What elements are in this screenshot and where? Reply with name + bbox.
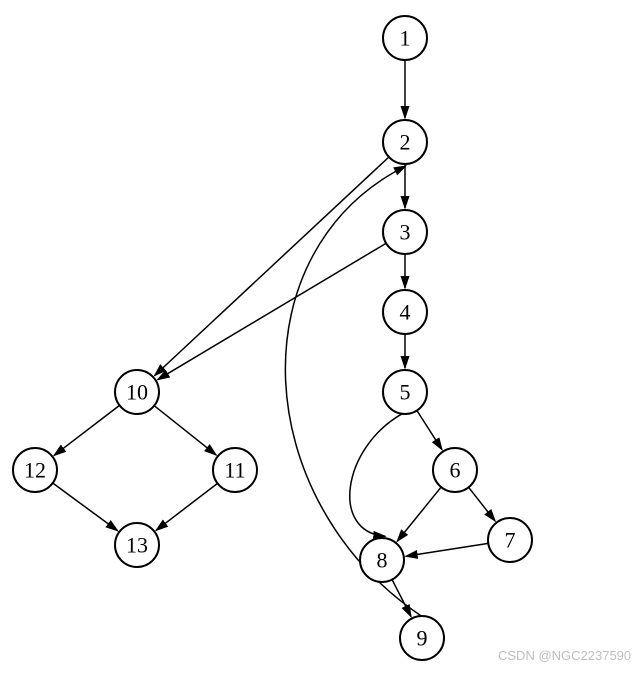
edge <box>417 411 442 450</box>
graph-node: 1 <box>383 16 427 60</box>
node-label: 12 <box>24 458 46 483</box>
node-label: 7 <box>505 528 516 553</box>
graph-node: 3 <box>383 210 427 254</box>
node-label: 5 <box>400 380 411 405</box>
edge <box>397 487 441 541</box>
node-label: 11 <box>224 458 245 483</box>
edge <box>158 243 387 379</box>
graph-node: 2 <box>383 120 427 164</box>
edge <box>154 406 216 455</box>
graph-canvas: 12345678910111213 <box>0 0 638 688</box>
node-label: 6 <box>450 458 461 483</box>
graph-node: 10 <box>115 370 159 414</box>
edge <box>406 543 489 556</box>
node-label: 9 <box>417 626 428 651</box>
edge <box>155 157 389 376</box>
graph-node: 7 <box>488 518 532 562</box>
edge <box>156 483 217 530</box>
node-label: 8 <box>377 548 388 573</box>
node-label: 10 <box>126 380 148 405</box>
node-label: 3 <box>400 220 411 245</box>
node-label: 4 <box>400 300 411 325</box>
graph-node: 11 <box>213 448 257 492</box>
graph-node: 4 <box>383 290 427 334</box>
graph-node: 6 <box>433 448 477 492</box>
edge <box>392 580 411 617</box>
nodes-layer: 12345678910111213 <box>13 16 532 660</box>
graph-node: 5 <box>383 370 427 414</box>
graph-node: 13 <box>115 523 159 567</box>
graph-node: 12 <box>13 448 57 492</box>
node-label: 2 <box>400 130 411 155</box>
node-label: 1 <box>400 26 411 51</box>
graph-node: 9 <box>400 616 444 660</box>
edge <box>350 414 402 536</box>
edge <box>469 487 496 521</box>
edge <box>53 483 118 531</box>
node-label: 13 <box>126 533 148 558</box>
edge <box>54 405 119 455</box>
graph-node: 8 <box>360 538 404 582</box>
